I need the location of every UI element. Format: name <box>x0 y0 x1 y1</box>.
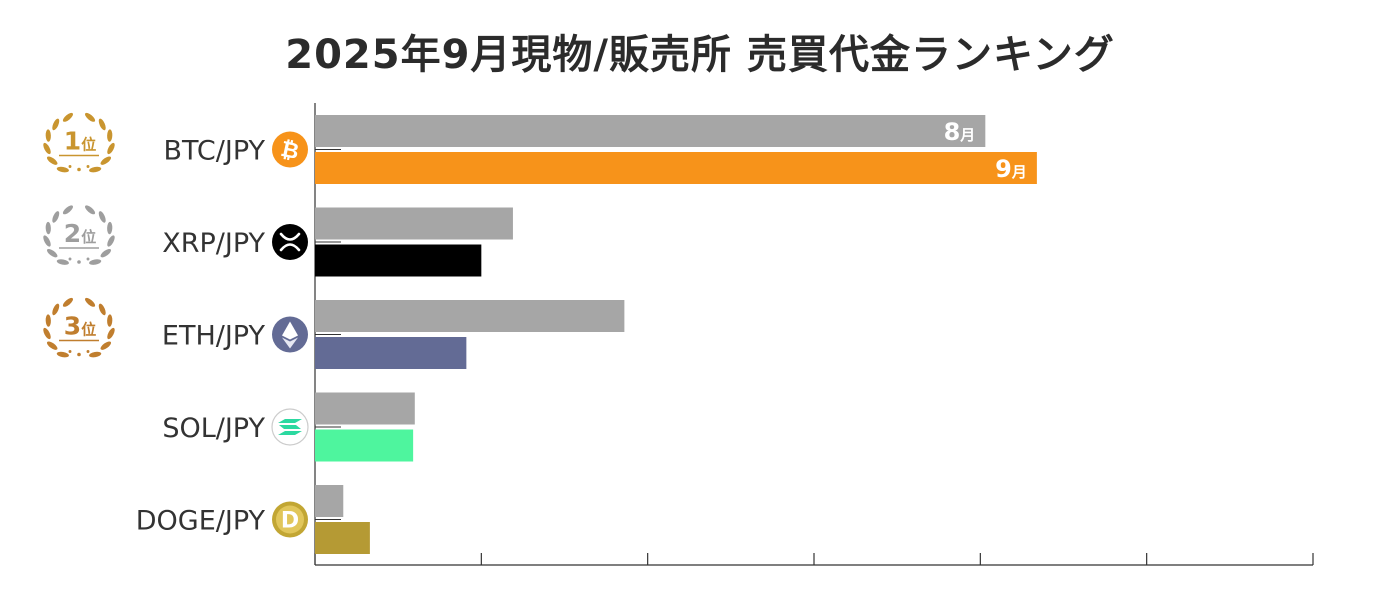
laurel-leaf-icon <box>107 314 113 327</box>
laurel-leaf-icon <box>85 205 96 215</box>
coin-inner <box>276 505 304 534</box>
category-label: SOL/JPY <box>162 413 265 444</box>
star-icon <box>77 352 81 357</box>
laurel-leaf-icon <box>89 351 102 358</box>
month-number: 9 <box>995 155 1012 183</box>
xrp-glyph <box>279 232 301 252</box>
bar-sep-2 <box>315 244 482 277</box>
bitcoin-glyph: ₿ <box>278 137 301 165</box>
star-icon <box>86 350 90 353</box>
rank-badge-2: 2位 <box>43 205 115 265</box>
laurel-leaf-icon <box>43 235 51 247</box>
solana-stripe <box>278 431 302 435</box>
laurel-leaf-icon <box>107 129 113 142</box>
laurel-leaf-icon <box>107 142 115 155</box>
laurel-leaf-icon <box>98 118 106 131</box>
rank-number: 1 <box>64 127 81 156</box>
ethereum-icon <box>272 316 308 353</box>
bar-aug-4 <box>315 392 415 425</box>
laurel-leaf-icon <box>107 235 115 247</box>
coin-circle <box>272 224 308 260</box>
laurel-leaf-icon <box>98 211 106 223</box>
star-icon <box>68 257 72 261</box>
star-icon <box>86 165 90 168</box>
category-label: BTC/JPY <box>163 136 265 167</box>
rank-badge-3: 3位 <box>43 297 115 358</box>
laurel-leaf-icon <box>100 341 112 350</box>
rank-suffix: 位 <box>81 228 96 246</box>
rank-badge-1: 1位 <box>43 112 115 173</box>
month-number: 8 <box>944 118 961 146</box>
laurel-leaf-icon <box>46 248 58 258</box>
dogecoin-glyph: D <box>281 509 299 534</box>
month-suffix: 月 <box>1011 163 1027 181</box>
laurel-leaf-icon <box>43 327 51 340</box>
laurel-leaf-icon <box>52 118 60 131</box>
star-icon <box>77 167 81 172</box>
laurel-leaf-icon <box>85 297 96 307</box>
laurel-leaf-icon <box>100 156 112 165</box>
laurel-leaf-icon <box>89 166 102 173</box>
laurel-leaf-icon <box>100 248 112 258</box>
laurel-leaf-icon <box>43 142 51 155</box>
ethereum-bottom <box>282 337 298 349</box>
rank-label: 3位 <box>64 312 96 341</box>
rank-label: 1位 <box>64 127 96 156</box>
solana-stripe <box>278 419 302 423</box>
rank-number: 3 <box>64 312 81 341</box>
laurel-leaf-icon <box>52 303 60 316</box>
bar-sep-5 <box>315 522 370 554</box>
star-icon <box>68 350 72 353</box>
laurel-leaf-icon <box>46 156 58 165</box>
laurel-leaf-icon <box>62 112 73 122</box>
bitcoin-icon: ₿ <box>272 131 308 168</box>
star-icon <box>77 260 81 264</box>
category-label: ETH/JPY <box>162 321 266 352</box>
xrp-icon <box>272 224 308 260</box>
laurel-leaf-icon <box>56 166 69 173</box>
month-suffix: 月 <box>959 126 975 144</box>
ethereum-top <box>282 321 298 340</box>
laurel-leaf-icon <box>98 303 106 316</box>
laurel-leaf-icon <box>89 259 102 265</box>
laurel-leaf-icon <box>107 221 113 235</box>
laurel-leaf-icon <box>45 129 51 142</box>
laurel-leaf-icon <box>62 205 73 215</box>
solana-stripe <box>279 425 301 429</box>
rank-number: 2 <box>64 219 81 248</box>
laurel-leaf-icon <box>45 221 51 235</box>
bar-aug-2 <box>315 207 513 240</box>
bar-aug-3 <box>315 300 625 332</box>
laurel-leaf-icon <box>62 297 73 307</box>
laurel-leaf-icon <box>85 112 96 122</box>
star-icon <box>86 257 90 261</box>
bar-month-label: 8月 <box>944 118 976 146</box>
star-icon <box>68 165 72 168</box>
dogecoin-icon: D <box>272 501 308 538</box>
category-label: DOGE/JPY <box>136 506 266 537</box>
laurel-leaf-icon <box>46 341 58 350</box>
rank-suffix: 位 <box>81 321 96 339</box>
bar-sep-4 <box>315 429 414 462</box>
laurel-leaf-icon <box>56 259 69 265</box>
category-label: XRP/JPY <box>162 228 265 259</box>
solana-icon <box>271 408 309 446</box>
laurel-leaf-icon <box>45 314 51 327</box>
laurel-leaf-icon <box>107 327 115 340</box>
bar-month-label: 9月 <box>995 155 1027 183</box>
rank-suffix: 位 <box>81 136 96 154</box>
bar-aug-5 <box>315 485 344 517</box>
bar-aug-1 <box>315 115 986 147</box>
rank-label: 2位 <box>64 219 96 248</box>
laurel-leaf-icon <box>56 351 69 358</box>
laurel-leaf-icon <box>52 211 60 223</box>
bar-sep-1 <box>315 152 1037 184</box>
bar-sep-3 <box>315 337 467 369</box>
chart-title: 2025年9月現物/販売所 売買代金ランキング <box>285 32 1115 78</box>
coin-circle <box>272 131 308 168</box>
